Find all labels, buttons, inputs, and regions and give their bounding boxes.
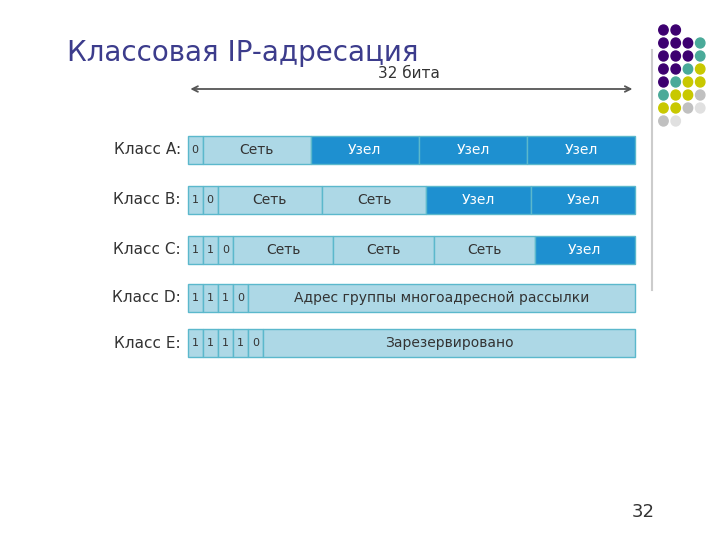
Bar (233, 329, 248, 357)
Circle shape (671, 77, 680, 87)
Bar (217, 329, 233, 357)
Text: 0: 0 (237, 293, 244, 303)
Text: Зарезервировано: Зарезервировано (384, 336, 513, 350)
Text: 1: 1 (207, 338, 214, 348)
Text: 1: 1 (222, 338, 229, 348)
Bar (217, 284, 233, 312)
Text: 1: 1 (192, 245, 199, 255)
Text: Класс C:: Класс C: (113, 242, 181, 258)
Text: 1: 1 (192, 338, 199, 348)
Text: Узел: Узел (568, 243, 602, 257)
Text: Сеть: Сеть (366, 243, 401, 257)
Circle shape (683, 64, 693, 74)
Bar (531, 186, 635, 214)
Circle shape (671, 38, 680, 48)
Text: 1: 1 (192, 293, 199, 303)
Bar (534, 236, 635, 264)
Text: 1: 1 (207, 293, 214, 303)
Text: 1: 1 (237, 338, 244, 348)
Text: Сеть: Сеть (266, 243, 300, 257)
Bar (188, 186, 202, 214)
Circle shape (659, 64, 668, 74)
Circle shape (659, 38, 668, 48)
Text: Узел: Узел (462, 193, 495, 207)
Bar (419, 136, 527, 164)
Text: Сеть: Сеть (240, 143, 274, 157)
Circle shape (659, 116, 668, 126)
Circle shape (659, 25, 668, 35)
Circle shape (671, 51, 680, 61)
Bar (248, 284, 635, 312)
Bar (217, 186, 322, 214)
Circle shape (696, 51, 705, 61)
Bar (188, 136, 202, 164)
Circle shape (683, 51, 693, 61)
Text: 32: 32 (631, 503, 654, 521)
Bar (263, 329, 635, 357)
Text: Сеть: Сеть (467, 243, 501, 257)
Circle shape (683, 77, 693, 87)
Bar (202, 136, 311, 164)
Text: Класс B:: Класс B: (114, 192, 181, 207)
Bar (426, 186, 531, 214)
Text: 0: 0 (222, 245, 229, 255)
Circle shape (671, 116, 680, 126)
Text: Классовая IP-адресация: Классовая IP-адресация (67, 39, 418, 67)
Text: 1: 1 (192, 195, 199, 205)
Bar (333, 236, 434, 264)
Bar (202, 329, 217, 357)
Circle shape (659, 90, 668, 100)
Bar (217, 236, 233, 264)
Circle shape (659, 51, 668, 61)
Text: Узел: Узел (564, 143, 598, 157)
Text: Класс A:: Класс A: (114, 143, 181, 158)
Text: Сеть: Сеть (253, 193, 287, 207)
Bar (202, 186, 217, 214)
Text: Узел: Узел (567, 193, 600, 207)
Text: 0: 0 (252, 338, 259, 348)
Circle shape (671, 64, 680, 74)
Circle shape (683, 38, 693, 48)
Circle shape (683, 90, 693, 100)
Circle shape (696, 64, 705, 74)
Bar (188, 284, 202, 312)
Circle shape (671, 90, 680, 100)
Text: Адрес группы многоадресной рассылки: Адрес группы многоадресной рассылки (294, 291, 589, 305)
Circle shape (696, 38, 705, 48)
Circle shape (696, 90, 705, 100)
Text: 1: 1 (207, 245, 214, 255)
Bar (434, 236, 534, 264)
Bar (202, 236, 217, 264)
Bar (188, 236, 202, 264)
Bar (311, 136, 419, 164)
Circle shape (696, 77, 705, 87)
Text: 1: 1 (222, 293, 229, 303)
Circle shape (671, 25, 680, 35)
Text: 32 бита: 32 бита (378, 66, 440, 82)
Text: Класс E:: Класс E: (114, 335, 181, 350)
Text: Сеть: Сеть (357, 193, 392, 207)
Text: Класс D:: Класс D: (112, 291, 181, 306)
Text: 0: 0 (207, 195, 214, 205)
Circle shape (671, 103, 680, 113)
Text: Узел: Узел (456, 143, 490, 157)
Circle shape (696, 103, 705, 113)
Circle shape (659, 77, 668, 87)
Circle shape (659, 103, 668, 113)
Bar (188, 329, 202, 357)
Text: 0: 0 (192, 145, 199, 155)
Circle shape (683, 103, 693, 113)
Bar (233, 284, 248, 312)
Bar (202, 284, 217, 312)
Bar (322, 186, 426, 214)
Bar (233, 236, 333, 264)
Bar (527, 136, 635, 164)
Bar (248, 329, 263, 357)
Text: Узел: Узел (348, 143, 382, 157)
